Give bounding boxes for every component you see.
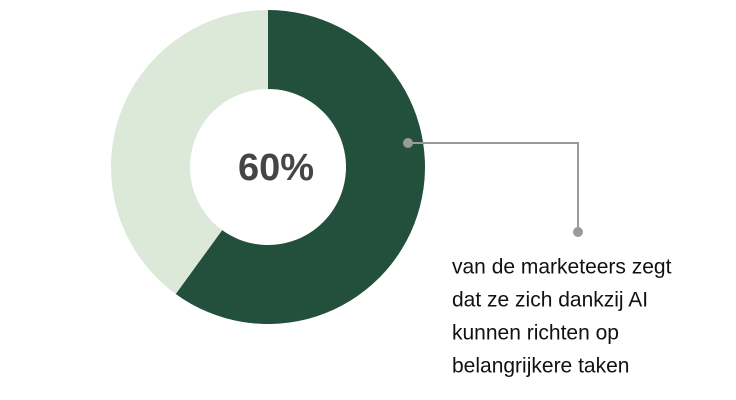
annotation: van de marketeers zegt dat ze zich dankzi… (452, 256, 672, 378)
annotation-line: van de marketeers zegt (452, 256, 672, 279)
center-label: 60% (238, 147, 314, 189)
donut-segment (111, 10, 268, 295)
callout-dot (403, 138, 413, 148)
annotation-line: belangrijkere taken (452, 355, 629, 378)
callout-line (408, 142, 579, 232)
donut (111, 10, 426, 324)
donut-segment (175, 10, 426, 324)
callout (403, 138, 583, 237)
annotation-line: kunnen richten op (452, 322, 619, 345)
annotation-line: dat ze zich dankzij AI (452, 289, 648, 312)
callout-dot (573, 227, 583, 237)
